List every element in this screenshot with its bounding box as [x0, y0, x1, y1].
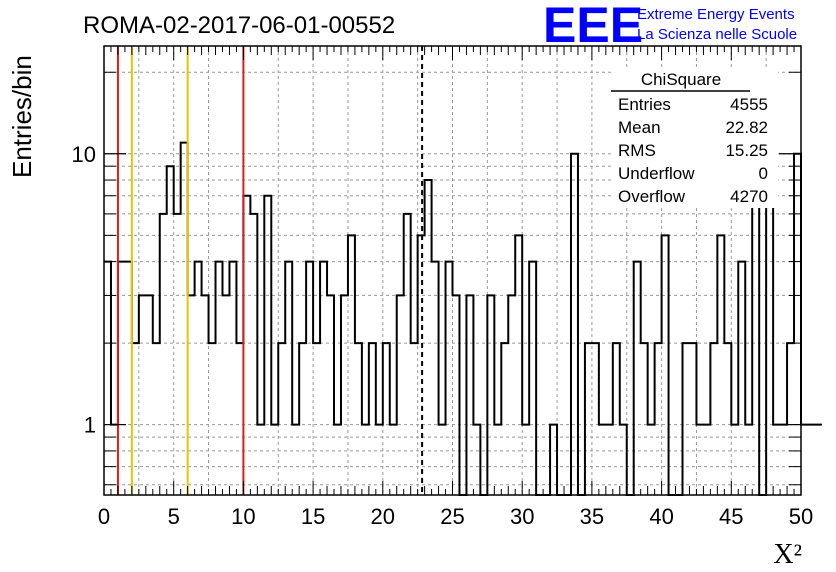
eee-logo: EEE Extreme Energy Events La Scienza nel…: [543, 0, 797, 53]
x-tick-label: 25: [440, 504, 464, 529]
histogram-outline: [104, 141, 822, 496]
x-tick-label: 40: [649, 504, 673, 529]
logo-line-2: La Scienza nelle Scuole: [637, 26, 797, 43]
x-tick-label: 20: [371, 504, 395, 529]
y-tick-label: 10: [72, 142, 96, 167]
stats-row-label: RMS: [618, 141, 656, 160]
logo-line-1: Extreme Energy Events: [637, 6, 795, 23]
grid: [104, 46, 801, 495]
logo-mark: EEE: [543, 0, 643, 53]
chart-title: ROMA-02-2017-06-01-00552: [83, 12, 395, 39]
histogram-series: [104, 141, 822, 496]
stats-row-value: 15.25: [725, 141, 768, 160]
x-tick-label: 5: [168, 504, 180, 529]
x-axis-title: X²: [773, 539, 802, 570]
stats-row-value: 22.82: [725, 118, 768, 137]
x-tick-label: 45: [719, 504, 743, 529]
stats-row-label: Overflow: [618, 187, 686, 206]
x-tick-label: 30: [510, 504, 534, 529]
x-tick-label: 0: [98, 504, 110, 529]
y-axis-title: Entries/bin: [7, 55, 37, 178]
stats-box: ChiSquare Entries 4555 Mean 22.82 RMS 15.25 Un…: [611, 68, 778, 208]
stats-row-value: 0: [759, 164, 768, 183]
stats-row-label: Underflow: [618, 164, 695, 183]
y-tick-label: 1: [84, 413, 96, 438]
x-tick-label: 15: [301, 504, 325, 529]
stats-box-rows: Entries 4555 Mean 22.82 RMS 15.25 Underflow 0 Ov…: [618, 95, 768, 206]
axes: 0 5 10 15 20 25 30 35 40 45 50 1 10: [72, 45, 813, 529]
stats-row-label: Mean: [618, 118, 661, 137]
x-tick-label: 10: [231, 504, 255, 529]
stats-row-value: 4270: [730, 187, 768, 206]
stats-row-value: 4555: [730, 95, 768, 114]
stats-row-label: Entries: [618, 95, 671, 114]
x-tick-label: 50: [789, 504, 813, 529]
stats-box-title: ChiSquare: [641, 70, 721, 89]
reference-lines: [116, 46, 424, 495]
x-tick-label: 35: [580, 504, 604, 529]
